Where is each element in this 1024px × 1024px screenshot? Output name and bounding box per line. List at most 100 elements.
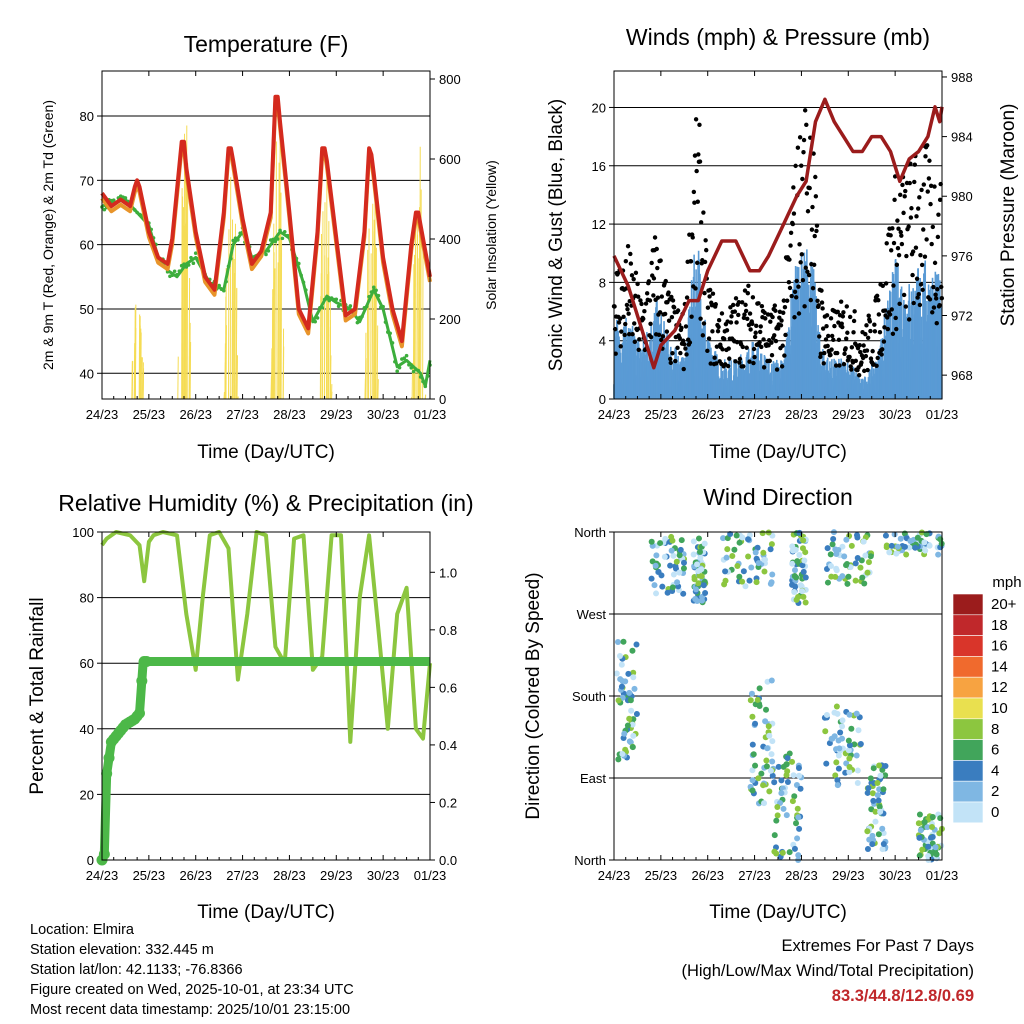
wind-direction-point (672, 565, 679, 572)
temperature-9m-line (100, 94, 432, 344)
gust-point (815, 298, 820, 303)
gust-point (655, 265, 660, 271)
wind-direction-point (829, 541, 836, 548)
wind-direction-point (795, 852, 802, 859)
gust-point (810, 285, 816, 291)
gust-point (802, 304, 807, 309)
wind-direction-point (800, 537, 807, 544)
gust-point (853, 358, 858, 364)
winds-y-tick-label: 20 (592, 100, 606, 115)
wind-direction-point (791, 845, 798, 852)
gust-point (636, 347, 641, 353)
gust-point (812, 233, 817, 239)
gust-point (836, 337, 842, 343)
wind-direction-point (750, 751, 757, 758)
wind-direction-point (628, 707, 635, 714)
wind-direction-point (822, 728, 829, 735)
dewpoint-point (360, 314, 364, 319)
gust-point (826, 333, 831, 339)
wind-direction-point (901, 543, 908, 550)
wind-direction-point (773, 850, 780, 857)
gust-point (858, 349, 863, 355)
gust-point (926, 176, 932, 181)
wind-direction-point (879, 846, 886, 853)
gust-point (744, 345, 749, 350)
gust-point (648, 321, 653, 326)
wind-direction-point (749, 741, 756, 748)
wind-direction-point (835, 752, 842, 759)
gust-point (924, 143, 930, 148)
wind-direction-point (926, 542, 933, 549)
dewpoint-point (397, 365, 402, 370)
dewpoint-point (348, 304, 353, 308)
wind-direction-point (694, 561, 701, 568)
wind-direction-point (648, 538, 655, 545)
wind-direction-point (880, 786, 887, 793)
wind-direction-point (767, 580, 774, 587)
winds-y-tick-label: 0 (599, 392, 606, 407)
wind-direction-point (880, 841, 887, 848)
gust-point (914, 214, 919, 219)
wind-direction-point (883, 542, 890, 549)
gust-point (625, 243, 631, 249)
gust-point (901, 292, 907, 298)
gust-point (857, 343, 862, 348)
wind-direction-point (843, 562, 850, 569)
wind-direction-point (756, 685, 763, 692)
gust-point (663, 278, 668, 284)
gust-point (754, 323, 759, 329)
temperature-title: Temperature (F) (184, 31, 349, 57)
wind-direction-point (653, 590, 660, 597)
gust-point (835, 350, 840, 356)
gust-point (777, 309, 783, 315)
wind-direction-point (676, 552, 683, 559)
station-info: Location: Elmira Station elevation: 332.… (30, 920, 354, 1020)
gust-point (714, 344, 720, 349)
gust-point (919, 262, 925, 268)
wind-direction-x-tick-label: 01/23 (926, 868, 959, 883)
colorbar-label: 12 (991, 679, 1008, 696)
gust-point (797, 242, 802, 247)
gust-point (695, 199, 700, 204)
wind-direction-point (906, 544, 913, 551)
wind-direction-point (779, 849, 786, 856)
wind-direction-point (864, 569, 871, 576)
wind-direction-point (872, 818, 879, 825)
precip-y-tick-label: 0.6 (439, 680, 457, 695)
gust-point (742, 288, 748, 293)
gust-point (839, 321, 844, 326)
wind-direction-point (618, 661, 625, 668)
wind-direction-x-tick-label: 30/23 (879, 868, 912, 883)
wind-direction-point (903, 551, 910, 558)
wind-direction-point (680, 559, 687, 566)
gust-point (809, 227, 815, 232)
gust-point (746, 283, 751, 289)
wind-direction-point (690, 551, 697, 558)
wind-direction-point (691, 576, 698, 583)
gust-point (682, 342, 687, 347)
dewpoint-point (313, 319, 318, 324)
wind-direction-point (745, 553, 752, 560)
dewpoint-point (355, 320, 360, 325)
wind-direction-point (823, 760, 830, 767)
gust-point (907, 180, 912, 186)
wind-direction-point (843, 536, 850, 543)
wind-direction-point (771, 832, 778, 839)
dewpoint-point (388, 331, 392, 336)
humidity-y-tick-label: 0 (87, 853, 94, 868)
wind-direction-point (852, 560, 859, 567)
wind-direction-point (795, 594, 802, 601)
gust-point (891, 240, 897, 246)
gust-point (788, 230, 794, 235)
wind-direction-point (789, 560, 796, 567)
gust-point (868, 356, 874, 361)
temperature-solar-y-tick-label: 200 (439, 312, 461, 327)
wind-direction-x-tick-label: 24/23 (598, 868, 631, 883)
gust-point (788, 243, 793, 248)
gust-point (716, 324, 721, 330)
wind-direction-point (834, 782, 841, 789)
gust-point (652, 235, 658, 240)
gust-point (741, 364, 746, 369)
gust-point (797, 135, 803, 140)
dewpoint-point (264, 252, 268, 257)
